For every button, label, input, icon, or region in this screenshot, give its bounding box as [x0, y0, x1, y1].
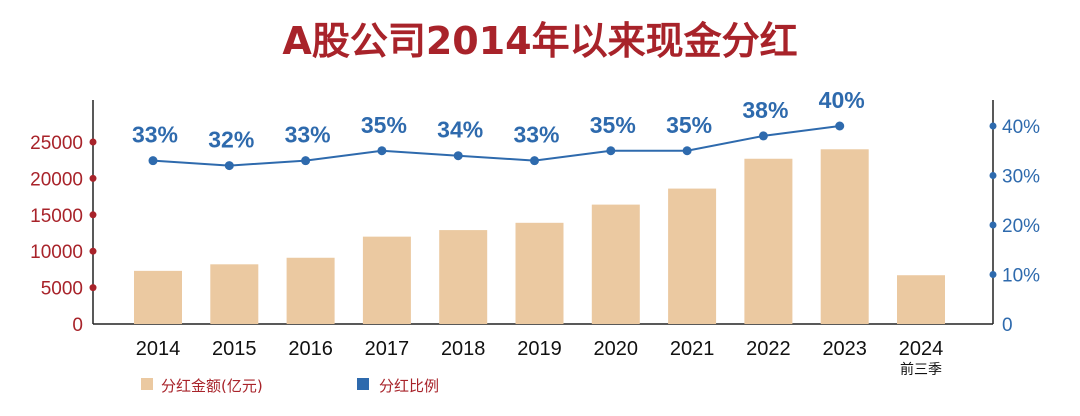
data-label-dividend-ratio: 35% [590, 112, 636, 138]
right-axis-tick-label: 40% [1002, 117, 1040, 138]
bar-dividend-amount [515, 222, 564, 324]
line-point-dividend-ratio [606, 146, 616, 156]
left-axis-tick-dot [89, 211, 97, 219]
line-point-dividend-ratio [758, 131, 768, 141]
right-axis-tick-label: 0 [1002, 315, 1013, 336]
data-label-dividend-ratio: 34% [437, 117, 483, 143]
x-axis-tick-label: 2014 [136, 338, 181, 360]
plot-area: 0 5000 10000 15000 20000 25000 0 10% 20% 30% 40% 20… [30, 87, 1040, 395]
x-axis-tick-label: 2016 [288, 338, 333, 360]
data-label-dividend-ratio: 33% [132, 122, 178, 148]
x-axis-tick-label: 2015 [212, 338, 257, 360]
x-axis-tick-label: 2019 [517, 338, 562, 360]
left-axis-tick-label: 5000 [41, 279, 83, 300]
x-axis-tick-label: 2022 [746, 338, 791, 360]
bar-dividend-amount [362, 236, 411, 324]
data-label-dividend-ratio: 32% [208, 127, 254, 153]
chart-title: A股公司2014年以来现金分红 [282, 19, 797, 63]
x-axis-tick-sublabel: 前三季 [900, 361, 942, 378]
left-axis-tick-label: 15000 [30, 206, 83, 227]
left-axis-tick-label: 0 [72, 315, 83, 336]
x-axis-tick-label: 2021 [670, 338, 715, 360]
right-axis-tick-label: 10% [1002, 266, 1040, 287]
bar-dividend-amount [820, 149, 869, 324]
x-axis-tick-label: 2018 [441, 338, 486, 360]
bar-dividend-amount [439, 230, 488, 324]
x-axis-tick-label: 2017 [365, 338, 410, 360]
line-dividend-ratio [152, 125, 840, 167]
data-label-dividend-ratio: 40% [819, 87, 865, 113]
left-axis-tick-label: 20000 [30, 169, 83, 190]
line-point-dividend-ratio [682, 146, 692, 156]
right-axis-tick-dot [989, 172, 997, 179]
left-axis-tick-dot [89, 284, 97, 292]
x-axis-tick-label: 2020 [594, 338, 639, 360]
right-axis-tick-dot [989, 221, 997, 229]
right-axis-tick-dot [989, 122, 997, 130]
line-point-dividend-ratio [377, 146, 387, 156]
left-axis-tick-dot [89, 247, 97, 255]
bar-dividend-amount [286, 257, 335, 324]
right-axis-tick-label: 30% [1002, 167, 1040, 188]
bar-dividend-amount [668, 188, 717, 324]
bar-dividend-amount [210, 264, 259, 324]
line-point-dividend-ratio [301, 156, 311, 166]
data-label-dividend-ratio: 33% [285, 122, 331, 148]
legend-swatch-line [357, 378, 369, 390]
right-axis-tick-dot [989, 271, 997, 278]
left-axis-tick-dot [89, 138, 97, 146]
right-axis-tick-label: 20% [1002, 216, 1040, 237]
legend-label-line: 分红比例 [379, 377, 439, 395]
bar-dividend-amount [134, 270, 182, 324]
x-axis-tick-label: 2024 [899, 338, 944, 360]
bar-dividend-amount [591, 204, 640, 324]
legend-swatch-bar [141, 378, 153, 390]
legend-label-bar: 分红金额(亿元) [161, 377, 263, 395]
line-point-dividend-ratio [530, 156, 539, 166]
left-axis-tick-label: 10000 [30, 242, 83, 263]
x-axis-tick-label: 2023 [822, 338, 867, 360]
left-axis-tick-dot [89, 174, 97, 182]
bar-dividend-amount [897, 275, 945, 324]
data-label-dividend-ratio: 33% [513, 122, 559, 148]
data-label-dividend-ratio: 35% [666, 112, 712, 138]
data-label-dividend-ratio: 38% [742, 97, 788, 123]
line-point-dividend-ratio [148, 156, 158, 166]
line-point-dividend-ratio [453, 151, 463, 161]
data-label-dividend-ratio: 35% [361, 112, 407, 138]
left-axis-tick-label: 25000 [30, 133, 83, 154]
line-point-dividend-ratio [224, 161, 234, 171]
bar-dividend-amount [744, 158, 793, 324]
line-point-dividend-ratio [835, 121, 845, 131]
